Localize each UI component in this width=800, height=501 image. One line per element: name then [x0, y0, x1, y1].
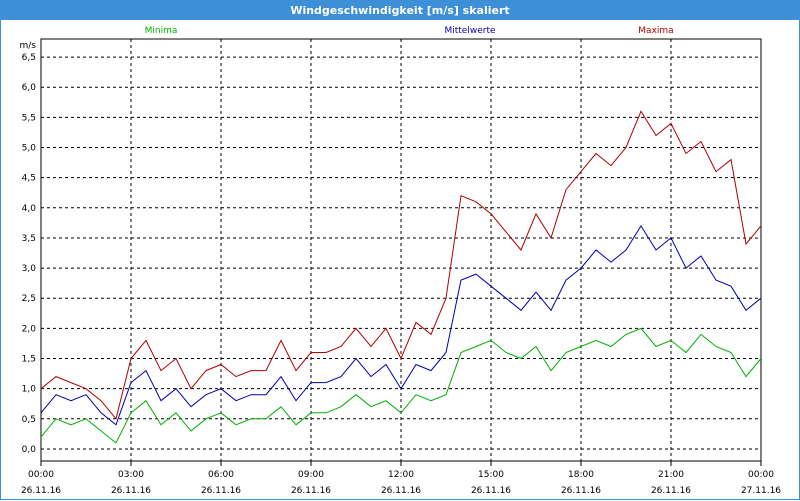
y-tick-label: 3,0 — [22, 264, 37, 274]
y-tick-label: 5,0 — [22, 144, 37, 154]
legend-maxima: Maxima — [638, 26, 673, 36]
series-line-minima — [40, 327, 762, 444]
legend-mittelwerte: Mittelwerte — [444, 26, 495, 36]
x-tick-date: 26.11.16 — [381, 486, 421, 496]
y-tick-label: 2,0 — [22, 324, 37, 334]
y-tick-label: 4,0 — [22, 204, 37, 214]
y-tick-label: 1,0 — [22, 385, 37, 395]
x-tick-time: 09:00 — [298, 470, 324, 480]
x-tick-time: 03:00 — [118, 470, 144, 480]
y-tick-label: 6,5 — [22, 53, 36, 63]
x-tick-date: 26.11.16 — [21, 486, 61, 496]
y-tick-label: 2,5 — [22, 294, 36, 304]
x-tick-date: 26.11.16 — [561, 486, 601, 496]
y-tick-label: 3,5 — [22, 234, 36, 244]
series-line-maxima — [40, 110, 762, 420]
y-tick-label: 0,0 — [22, 445, 37, 455]
y-tick-label: 5,5 — [22, 113, 36, 123]
x-tick-time: 00:00 — [748, 470, 774, 480]
y-tick-label: 6,0 — [22, 83, 37, 93]
x-tick-time: 15:00 — [478, 470, 504, 480]
y-tick-label: 0,5 — [22, 415, 36, 425]
x-tick-date: 26.11.16 — [651, 486, 691, 496]
y-tick-label: 4,5 — [22, 174, 36, 184]
series-line-mittelwerte — [40, 224, 762, 426]
y-axis-label: m/s — [20, 41, 37, 51]
x-tick-time: 18:00 — [568, 470, 594, 480]
x-tick-date: 27.11.16 — [741, 486, 781, 496]
x-tick-date: 26.11.16 — [111, 486, 151, 496]
x-tick-time: 12:00 — [388, 470, 414, 480]
x-tick-date: 26.11.16 — [201, 486, 241, 496]
window-title: Windgeschwindigkeit [m/s] skaliert — [1, 1, 799, 20]
y-tick-label: 1,5 — [22, 355, 36, 365]
legend-minima: Minima — [145, 26, 178, 36]
x-tick-date: 26.11.16 — [471, 486, 511, 496]
x-tick-time: 00:00 — [28, 470, 54, 480]
x-tick-time: 06:00 — [208, 470, 234, 480]
x-tick-date: 26.11.16 — [291, 486, 331, 496]
x-tick-time: 21:00 — [658, 470, 684, 480]
